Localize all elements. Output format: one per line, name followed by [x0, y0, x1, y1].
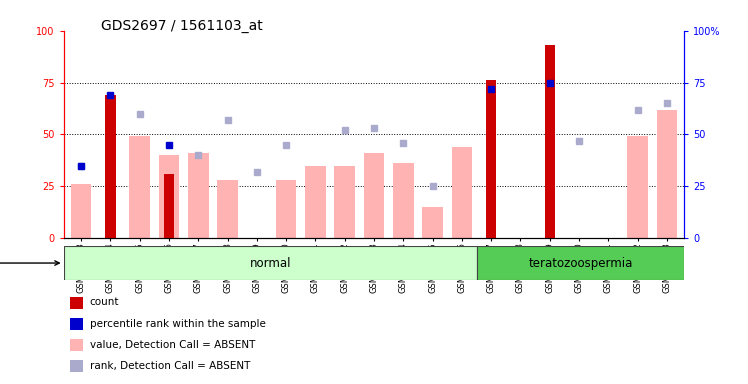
Bar [334, 166, 355, 238]
Text: count: count [90, 297, 119, 308]
Bar [452, 147, 472, 238]
Bar [305, 166, 325, 238]
Bar [70, 360, 84, 372]
Bar [393, 164, 414, 238]
Bar [486, 81, 496, 238]
Bar [364, 153, 384, 238]
Text: GDS2697 / 1561103_at: GDS2697 / 1561103_at [101, 19, 263, 33]
Bar [628, 136, 648, 238]
Bar [64, 246, 477, 280]
Bar [70, 318, 84, 330]
Bar [188, 153, 209, 238]
Bar [164, 174, 174, 238]
Bar [657, 109, 677, 238]
Text: rank, Detection Call = ABSENT: rank, Detection Call = ABSENT [90, 361, 250, 371]
Text: value, Detection Call = ABSENT: value, Detection Call = ABSENT [90, 339, 255, 350]
Text: normal: normal [250, 257, 291, 270]
Bar [276, 180, 296, 238]
Bar [70, 296, 84, 309]
Bar [423, 207, 443, 238]
Bar [70, 339, 84, 351]
Bar [218, 180, 238, 238]
Bar [545, 45, 555, 238]
Text: disease state: disease state [0, 258, 59, 268]
Text: percentile rank within the sample: percentile rank within the sample [90, 318, 266, 329]
Bar [105, 95, 115, 238]
Bar [71, 184, 91, 238]
Text: teratozoospermia: teratozoospermia [529, 257, 633, 270]
Bar [477, 246, 684, 280]
Bar [129, 136, 150, 238]
Bar [159, 155, 180, 238]
